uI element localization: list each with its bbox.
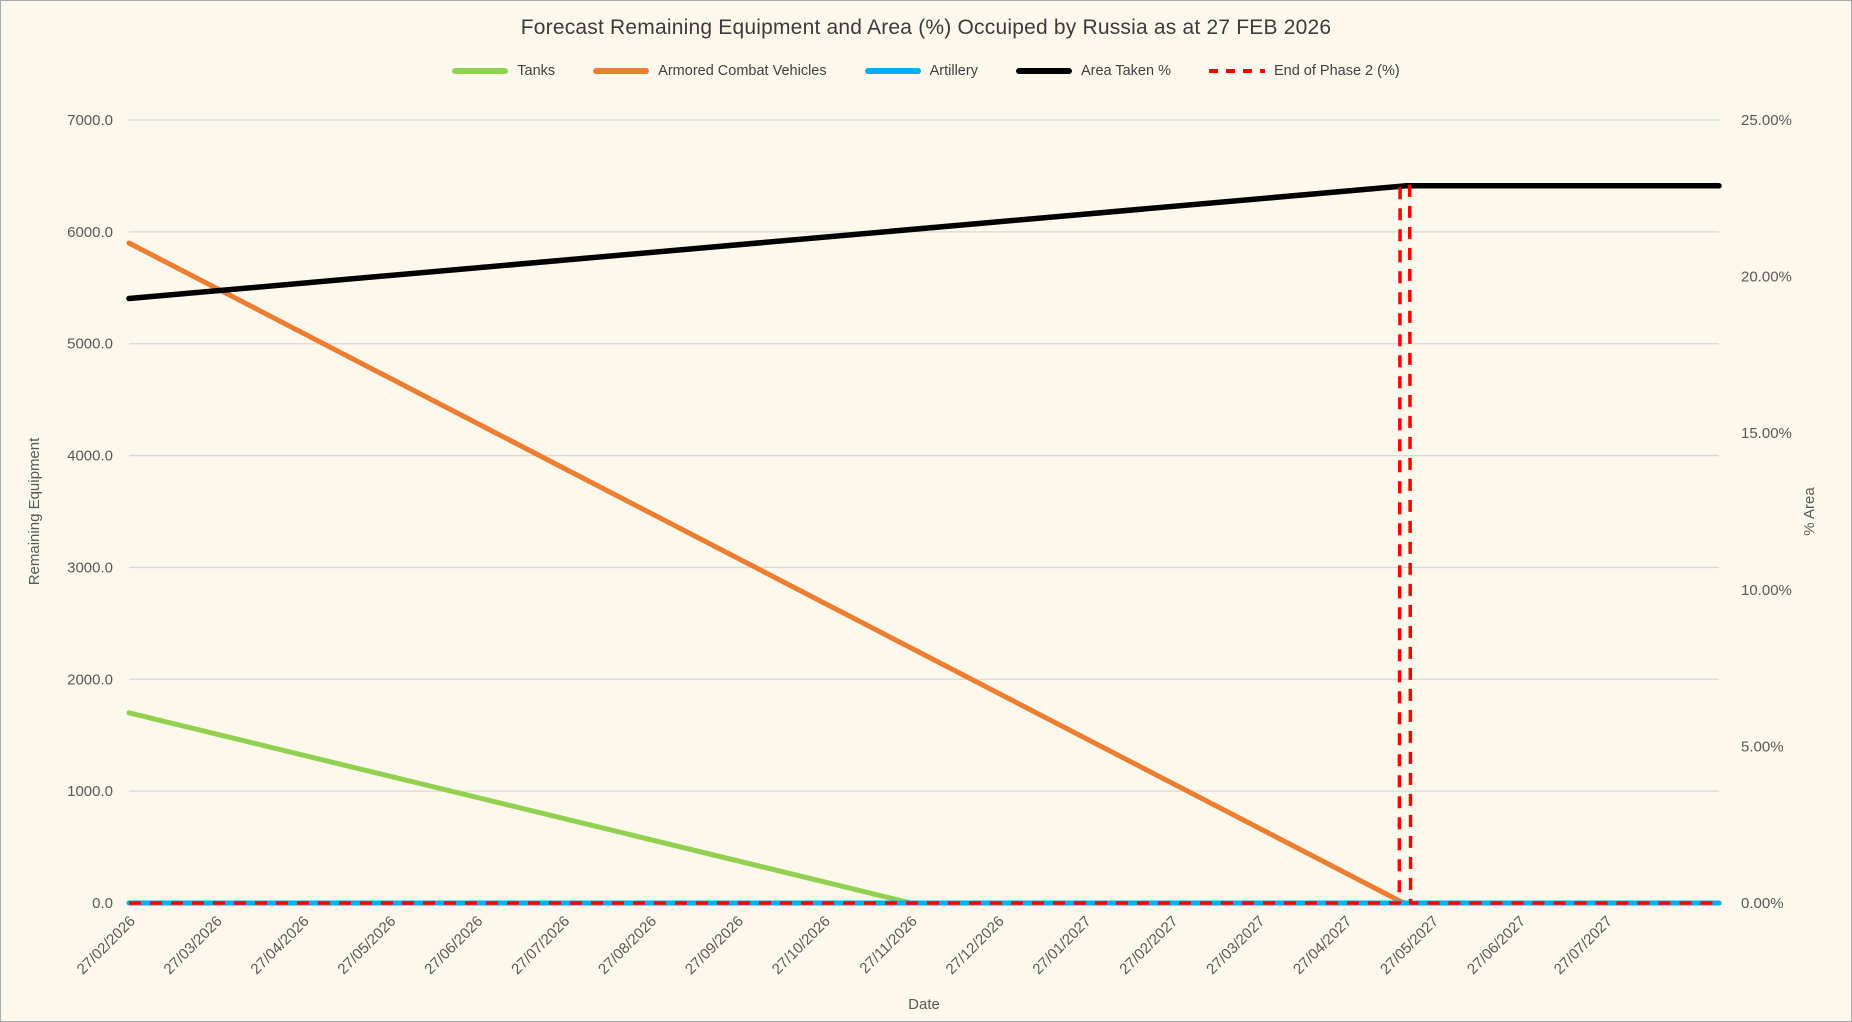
y-right-tick-label: 15.00%: [1741, 425, 1792, 442]
y-right-tick-label: 20.00%: [1741, 269, 1792, 286]
x-tick-label: 27/06/2027: [1464, 913, 1529, 978]
y-left-tick-label: 0.0: [92, 895, 113, 912]
y-left-tick-label: 1000.0: [67, 783, 113, 800]
x-tick-label: 27/04/2027: [1290, 913, 1355, 978]
x-tick-label: 27/12/2026: [943, 913, 1008, 978]
x-tick-label: 27/02/2026: [74, 913, 139, 978]
x-tick-label: 27/05/2026: [334, 913, 399, 978]
legend-item-armored-combat-vehicles: Armored Combat Vehicles: [593, 63, 827, 79]
x-tick-label: 27/01/2027: [1029, 913, 1094, 978]
legend-item-tanks: Tanks: [452, 63, 555, 79]
area-taken-line-swatch-icon: [1015, 68, 1072, 74]
y-right-axis-title: % Area: [1801, 487, 1818, 536]
x-axis-title: Date: [908, 996, 940, 1013]
x-tick-label: 27/04/2026: [247, 913, 312, 978]
y-right-tick-label: 0.00%: [1741, 895, 1784, 912]
x-tick-label: 27/07/2027: [1551, 913, 1616, 978]
end-of-phase-2-dashed-swatch-icon: [1208, 69, 1265, 73]
chart-title: Forecast Remaining Equipment and Area (%…: [520, 16, 1332, 39]
chart-legend: Tanks Armored Combat Vehicles Artillery …: [1, 63, 1851, 79]
x-tick-label: 27/05/2027: [1377, 913, 1442, 978]
series-line-area-taken-: [126, 183, 1722, 302]
x-tick-label: 27/03/2027: [1203, 913, 1268, 978]
y-left-tick-label: 3000.0: [67, 559, 113, 576]
legend-label: Tanks: [517, 63, 556, 79]
tanks-line-swatch-icon: [452, 68, 509, 74]
y-right-tick-label: 5.00%: [1741, 738, 1784, 755]
x-tick-label: 27/10/2026: [769, 913, 834, 978]
artillery-line-swatch-icon: [864, 68, 921, 74]
x-tick-label: 27/08/2026: [595, 913, 660, 978]
legend-item-area-taken: Area Taken %: [1015, 63, 1171, 79]
y-left-tick-label: 5000.0: [67, 336, 113, 353]
x-tick-label: 27/11/2026: [856, 913, 920, 977]
y-left-tick-label: 6000.0: [67, 224, 113, 241]
series-line-tanks: [126, 710, 1722, 906]
y-left-axis-title: Remaining Equipment: [26, 437, 43, 585]
y-left-tick-label: 7000.0: [67, 112, 113, 129]
y-right-tick-label: 25.00%: [1741, 112, 1792, 129]
y-left-tick-label: 2000.0: [67, 671, 113, 688]
legend-label: Area Taken %: [1080, 63, 1171, 79]
legend-label: Armored Combat Vehicles: [658, 63, 827, 79]
y-left-tick-label: 4000.0: [67, 448, 113, 465]
y-right-tick-label: 10.00%: [1741, 582, 1792, 599]
series-line-armored-combat-vehicles: [126, 240, 1722, 906]
series-line-end-of-phase-2-: [129, 184, 1719, 905]
legend-item-artillery: Artillery: [864, 63, 978, 79]
legend-item-end-of-phase-2: End of Phase 2 (%): [1208, 63, 1400, 79]
x-tick-label: 27/06/2026: [421, 913, 486, 978]
acv-line-swatch-icon: [593, 68, 650, 74]
x-tick-label: 27/03/2026: [161, 913, 226, 978]
x-tick-label: 27/02/2027: [1116, 913, 1181, 978]
x-tick-label: 27/07/2026: [508, 913, 573, 978]
x-tick-label: 27/09/2026: [682, 913, 747, 978]
legend-label: Artillery: [929, 63, 978, 79]
legend-label: End of Phase 2 (%): [1273, 63, 1400, 79]
